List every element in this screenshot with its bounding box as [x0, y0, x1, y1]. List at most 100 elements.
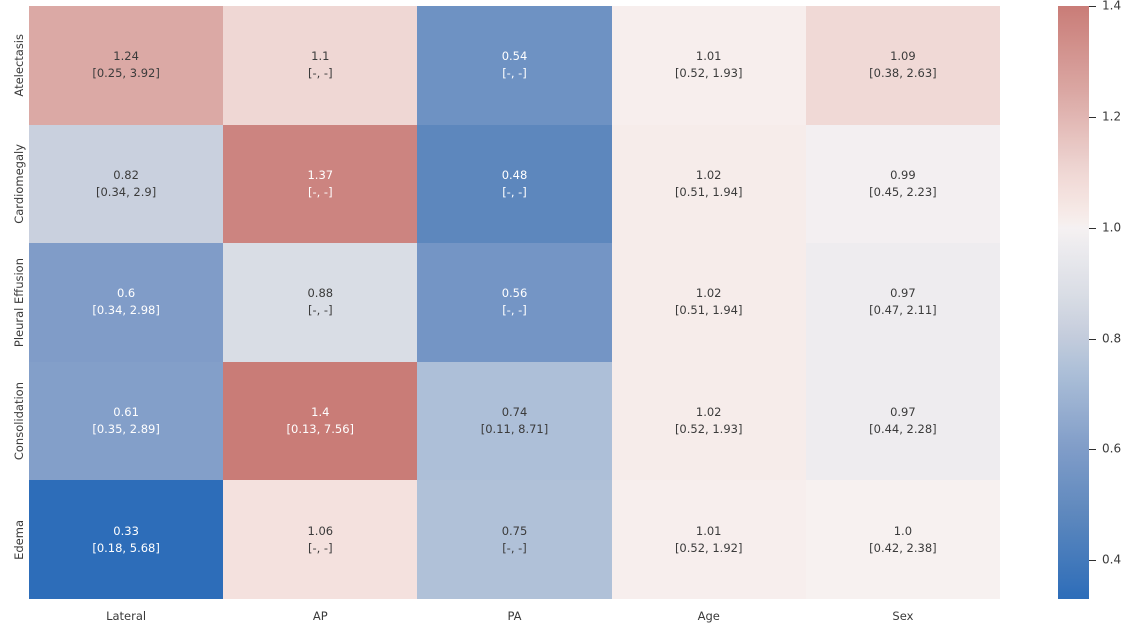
- heatmap-cell: 1.1 [-, -]: [223, 6, 418, 125]
- colorbar-tick-label: 0.6: [1102, 442, 1122, 457]
- colorbar-tick-label: 0.8: [1102, 331, 1122, 346]
- heatmap-cell: 1.06 [-, -]: [223, 480, 418, 599]
- heatmap-grid: 1.24 [0.25, 3.92] 1.1 [-, -] 0.54 [-, -] 1.01 […: [29, 6, 1000, 599]
- y-axis-label: Atelectasis: [0, 6, 29, 125]
- cell-value: 1.01: [695, 49, 722, 64]
- cell-value: 1.37: [307, 167, 334, 182]
- y-axis: Atelectasis Cardiomegaly Pleural Effusion C…: [0, 6, 29, 599]
- cell-value: 0.99: [890, 167, 916, 182]
- heatmap-cell: 1.37 [-, -]: [223, 124, 418, 244]
- y-axis-label: Edema: [0, 480, 29, 599]
- heatmap-cell: 1.0 [0.42, 2.38]: [805, 480, 1000, 599]
- cell-confidence-interval: [-, -]: [307, 303, 333, 318]
- heatmap-cell: 0.82 [0.34, 2.9]: [29, 124, 224, 244]
- cell-confidence-interval: [-, -]: [307, 184, 333, 199]
- cell-confidence-interval: [0.52, 1.93]: [674, 66, 743, 81]
- cell-value: 0.33: [113, 523, 139, 538]
- cell-confidence-interval: [-, -]: [502, 303, 527, 318]
- cell-value: 0.48: [501, 167, 528, 182]
- heatmap-cell: 0.61 [0.35, 2.89]: [29, 361, 224, 481]
- cell-value: 0.97: [890, 405, 916, 420]
- cell-confidence-interval: [0.11, 8.71]: [480, 422, 549, 437]
- heatmap-cell: 0.97 [0.44, 2.28]: [805, 361, 1000, 481]
- cell-confidence-interval: [0.52, 1.93]: [674, 422, 743, 437]
- cell-confidence-interval: [0.51, 1.94]: [674, 184, 743, 199]
- cell-confidence-interval: [0.13, 7.56]: [286, 422, 355, 437]
- cell-value: 0.56: [501, 286, 528, 301]
- heatmap-cell: 0.74 [0.11, 8.71]: [417, 361, 612, 481]
- cell-value: 1.09: [890, 49, 916, 64]
- heatmap-cell: 1.01 [0.52, 1.93]: [611, 6, 806, 125]
- cell-confidence-interval: [0.34, 2.9]: [96, 184, 157, 199]
- cell-value: 0.97: [890, 286, 916, 301]
- cell-value: 1.01: [695, 523, 722, 538]
- heatmap-cell: 0.56 [-, -]: [417, 243, 612, 362]
- cell-confidence-interval: [0.47, 2.11]: [869, 303, 937, 318]
- cell-value: 0.88: [307, 286, 334, 301]
- colorbar-tick-label: 1.4: [1102, 0, 1122, 13]
- cell-confidence-interval: [-, -]: [307, 66, 333, 81]
- colorbar: 1.4 1.2 1.0 0.8 0.6 0.4: [1058, 0, 1121, 599]
- heatmap-cell: 1.01 [0.52, 1.92]: [611, 480, 806, 599]
- cell-confidence-interval: [0.51, 1.94]: [674, 303, 743, 318]
- y-axis-label: Pleural Effusion: [0, 243, 29, 362]
- cell-confidence-interval: [0.45, 2.23]: [869, 184, 937, 199]
- y-axis-label-text: Consolidation: [12, 382, 26, 461]
- colorbar-tick: [1089, 560, 1096, 562]
- cell-confidence-interval: [0.25, 3.92]: [92, 66, 160, 81]
- y-axis-label-text: Atelectasis: [12, 34, 26, 97]
- cell-confidence-interval: [0.52, 1.92]: [674, 540, 743, 555]
- heatmap-cell: 0.97 [0.47, 2.11]: [805, 243, 1000, 362]
- heatmap-cell: 0.48 [-, -]: [417, 124, 612, 244]
- cell-value: 1.0: [893, 523, 913, 538]
- x-axis-label: Age: [697, 609, 720, 623]
- cell-confidence-interval: [0.18, 5.68]: [92, 540, 160, 555]
- x-axis-label: Lateral: [106, 609, 147, 623]
- cell-value: 0.54: [501, 49, 528, 64]
- x-axis-label: AP: [312, 609, 328, 623]
- cell-value: 1.06: [307, 523, 334, 538]
- colorbar-gradient: [1058, 6, 1089, 599]
- cell-value: 1.4: [311, 405, 330, 420]
- cell-value: 0.6: [116, 286, 136, 301]
- heatmap-cell: 0.33 [0.18, 5.68]: [29, 480, 224, 599]
- heatmap-cell: 0.75 [-, -]: [417, 480, 612, 599]
- heatmap-cell: 1.02 [0.51, 1.94]: [611, 124, 806, 244]
- colorbar-tick-label: 1.2: [1102, 109, 1122, 124]
- x-axis-label: Sex: [892, 609, 914, 623]
- heatmap-cell: 1.24 [0.25, 3.92]: [29, 6, 224, 125]
- heatmap-cell: 1.02 [0.51, 1.94]: [611, 243, 806, 362]
- cell-value: 0.74: [501, 405, 528, 420]
- cell-value: 0.61: [113, 405, 139, 420]
- cell-value: 0.82: [113, 167, 139, 182]
- heatmap-cell: 0.88 [-, -]: [223, 243, 418, 362]
- heatmap-cell: 0.6 [0.34, 2.98]: [29, 243, 224, 362]
- cell-confidence-interval: [0.35, 2.89]: [92, 422, 160, 437]
- heatmap-cell: 1.4 [0.13, 7.56]: [223, 361, 418, 481]
- cell-confidence-interval: [-, -]: [502, 540, 527, 555]
- colorbar-tick: [1089, 6, 1096, 7]
- colorbar-tick: [1089, 227, 1096, 229]
- cell-value: 1.02: [695, 286, 722, 301]
- cell-value: 1.02: [695, 167, 722, 182]
- cell-value: 1.24: [113, 49, 139, 64]
- cell-confidence-interval: [-, -]: [307, 540, 333, 555]
- cell-confidence-interval: [-, -]: [502, 66, 527, 81]
- y-axis-label-text: Cardiomegaly: [12, 144, 26, 224]
- y-axis-label-text: Pleural Effusion: [12, 257, 26, 348]
- cell-confidence-interval: [0.38, 2.63]: [869, 66, 937, 81]
- y-axis-label-text: Edema: [12, 519, 26, 560]
- heatmap-cell: 1.09 [0.38, 2.63]: [805, 6, 1000, 125]
- colorbar-tick-label: 1.0: [1102, 220, 1122, 235]
- colorbar-tick-label: 0.4: [1102, 552, 1122, 567]
- colorbar-tick: [1089, 449, 1096, 451]
- colorbar-tick: [1089, 116, 1096, 118]
- heatmap-cell: 0.54 [-, -]: [417, 6, 612, 125]
- colorbar-tick: [1089, 338, 1096, 340]
- y-axis-label: Consolidation: [0, 362, 29, 481]
- cell-value: 1.02: [695, 405, 722, 420]
- cell-confidence-interval: [0.44, 2.28]: [869, 422, 937, 437]
- cell-confidence-interval: [-, -]: [502, 184, 527, 199]
- cell-value: 1.1: [311, 49, 330, 64]
